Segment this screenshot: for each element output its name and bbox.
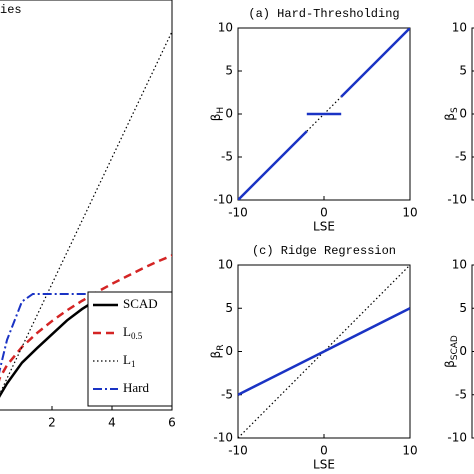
label-sub: 1	[131, 359, 136, 369]
x-tick-label: 10	[402, 444, 417, 458]
x-tick-label: 4	[108, 416, 116, 430]
series-line	[238, 28, 410, 200]
x-axis-label: LSE	[313, 458, 335, 472]
legend-box	[87, 291, 173, 407]
label-main: Hard	[123, 380, 149, 395]
x-tick-label: 0	[320, 206, 328, 220]
chart-title: (c) Ridge Regression	[252, 244, 396, 258]
y-tick-label: -5	[455, 387, 467, 401]
x-tick-label: 2	[48, 416, 56, 430]
y-tick-label: 10	[452, 258, 467, 272]
plot-area	[238, 265, 410, 438]
y-tick-label: 10	[218, 21, 233, 35]
x-tick-label: -10	[228, 206, 248, 220]
label: βS	[443, 107, 460, 121]
series-line	[238, 307, 410, 396]
y-tick-label: 5	[225, 301, 233, 315]
series-line	[0, 31, 172, 395]
label: βH	[209, 107, 226, 121]
x-tick-label: 0	[320, 444, 328, 458]
label: Hard	[123, 380, 149, 395]
label: βR	[209, 345, 226, 359]
y-tick-label: -5	[455, 150, 467, 164]
y-tick-label: -10	[447, 193, 467, 207]
label-main: β	[443, 113, 457, 121]
x-tick-label: 6	[168, 416, 176, 430]
x-tick-label: 10	[402, 206, 417, 220]
x-tick-label: -10	[228, 444, 248, 458]
label-sub: SCAD	[450, 335, 460, 360]
y-tick-label: 5	[459, 301, 467, 315]
y-tick-label: 0	[225, 344, 233, 358]
plot-area	[238, 28, 410, 200]
y-tick-label: 0	[459, 107, 467, 121]
label-main: β	[209, 114, 223, 122]
series-line	[0, 254, 172, 382]
y-tick-label: 10	[218, 258, 233, 272]
chart-title: (a) Hard-Thresholding	[248, 7, 399, 21]
label-main: SCAD	[123, 296, 158, 311]
x-axis-label: LSE	[313, 220, 335, 234]
label-main: L	[123, 324, 131, 339]
y-tick-label: -5	[221, 150, 233, 164]
y-tick-label: -5	[221, 387, 233, 401]
plot-frame	[0, 0, 173, 411]
label-sub: S	[450, 107, 460, 113]
label: βSCAD	[443, 335, 460, 368]
label-sub: 0.5	[131, 331, 143, 341]
y-tick-label: -10	[213, 431, 233, 445]
label-main: β	[443, 360, 457, 368]
label: L0.5	[123, 324, 143, 341]
label-sub: H	[216, 107, 226, 114]
y-tick-label: 5	[459, 64, 467, 78]
chart-title: ies	[0, 3, 22, 17]
label: L1	[123, 352, 135, 369]
y-tick-label: 10	[452, 21, 467, 35]
label-sub: R	[216, 345, 226, 351]
series-line	[0, 292, 172, 374]
label-main: β	[209, 351, 223, 359]
label-main: L	[123, 352, 131, 367]
y-tick-label: 5	[225, 64, 233, 78]
y-tick-label: -10	[213, 193, 233, 207]
y-tick-label: -10	[447, 431, 467, 445]
y-tick-label: 0	[225, 107, 233, 121]
label: SCAD	[123, 296, 158, 311]
y-tick-label: 0	[459, 344, 467, 358]
series-line	[238, 265, 410, 438]
